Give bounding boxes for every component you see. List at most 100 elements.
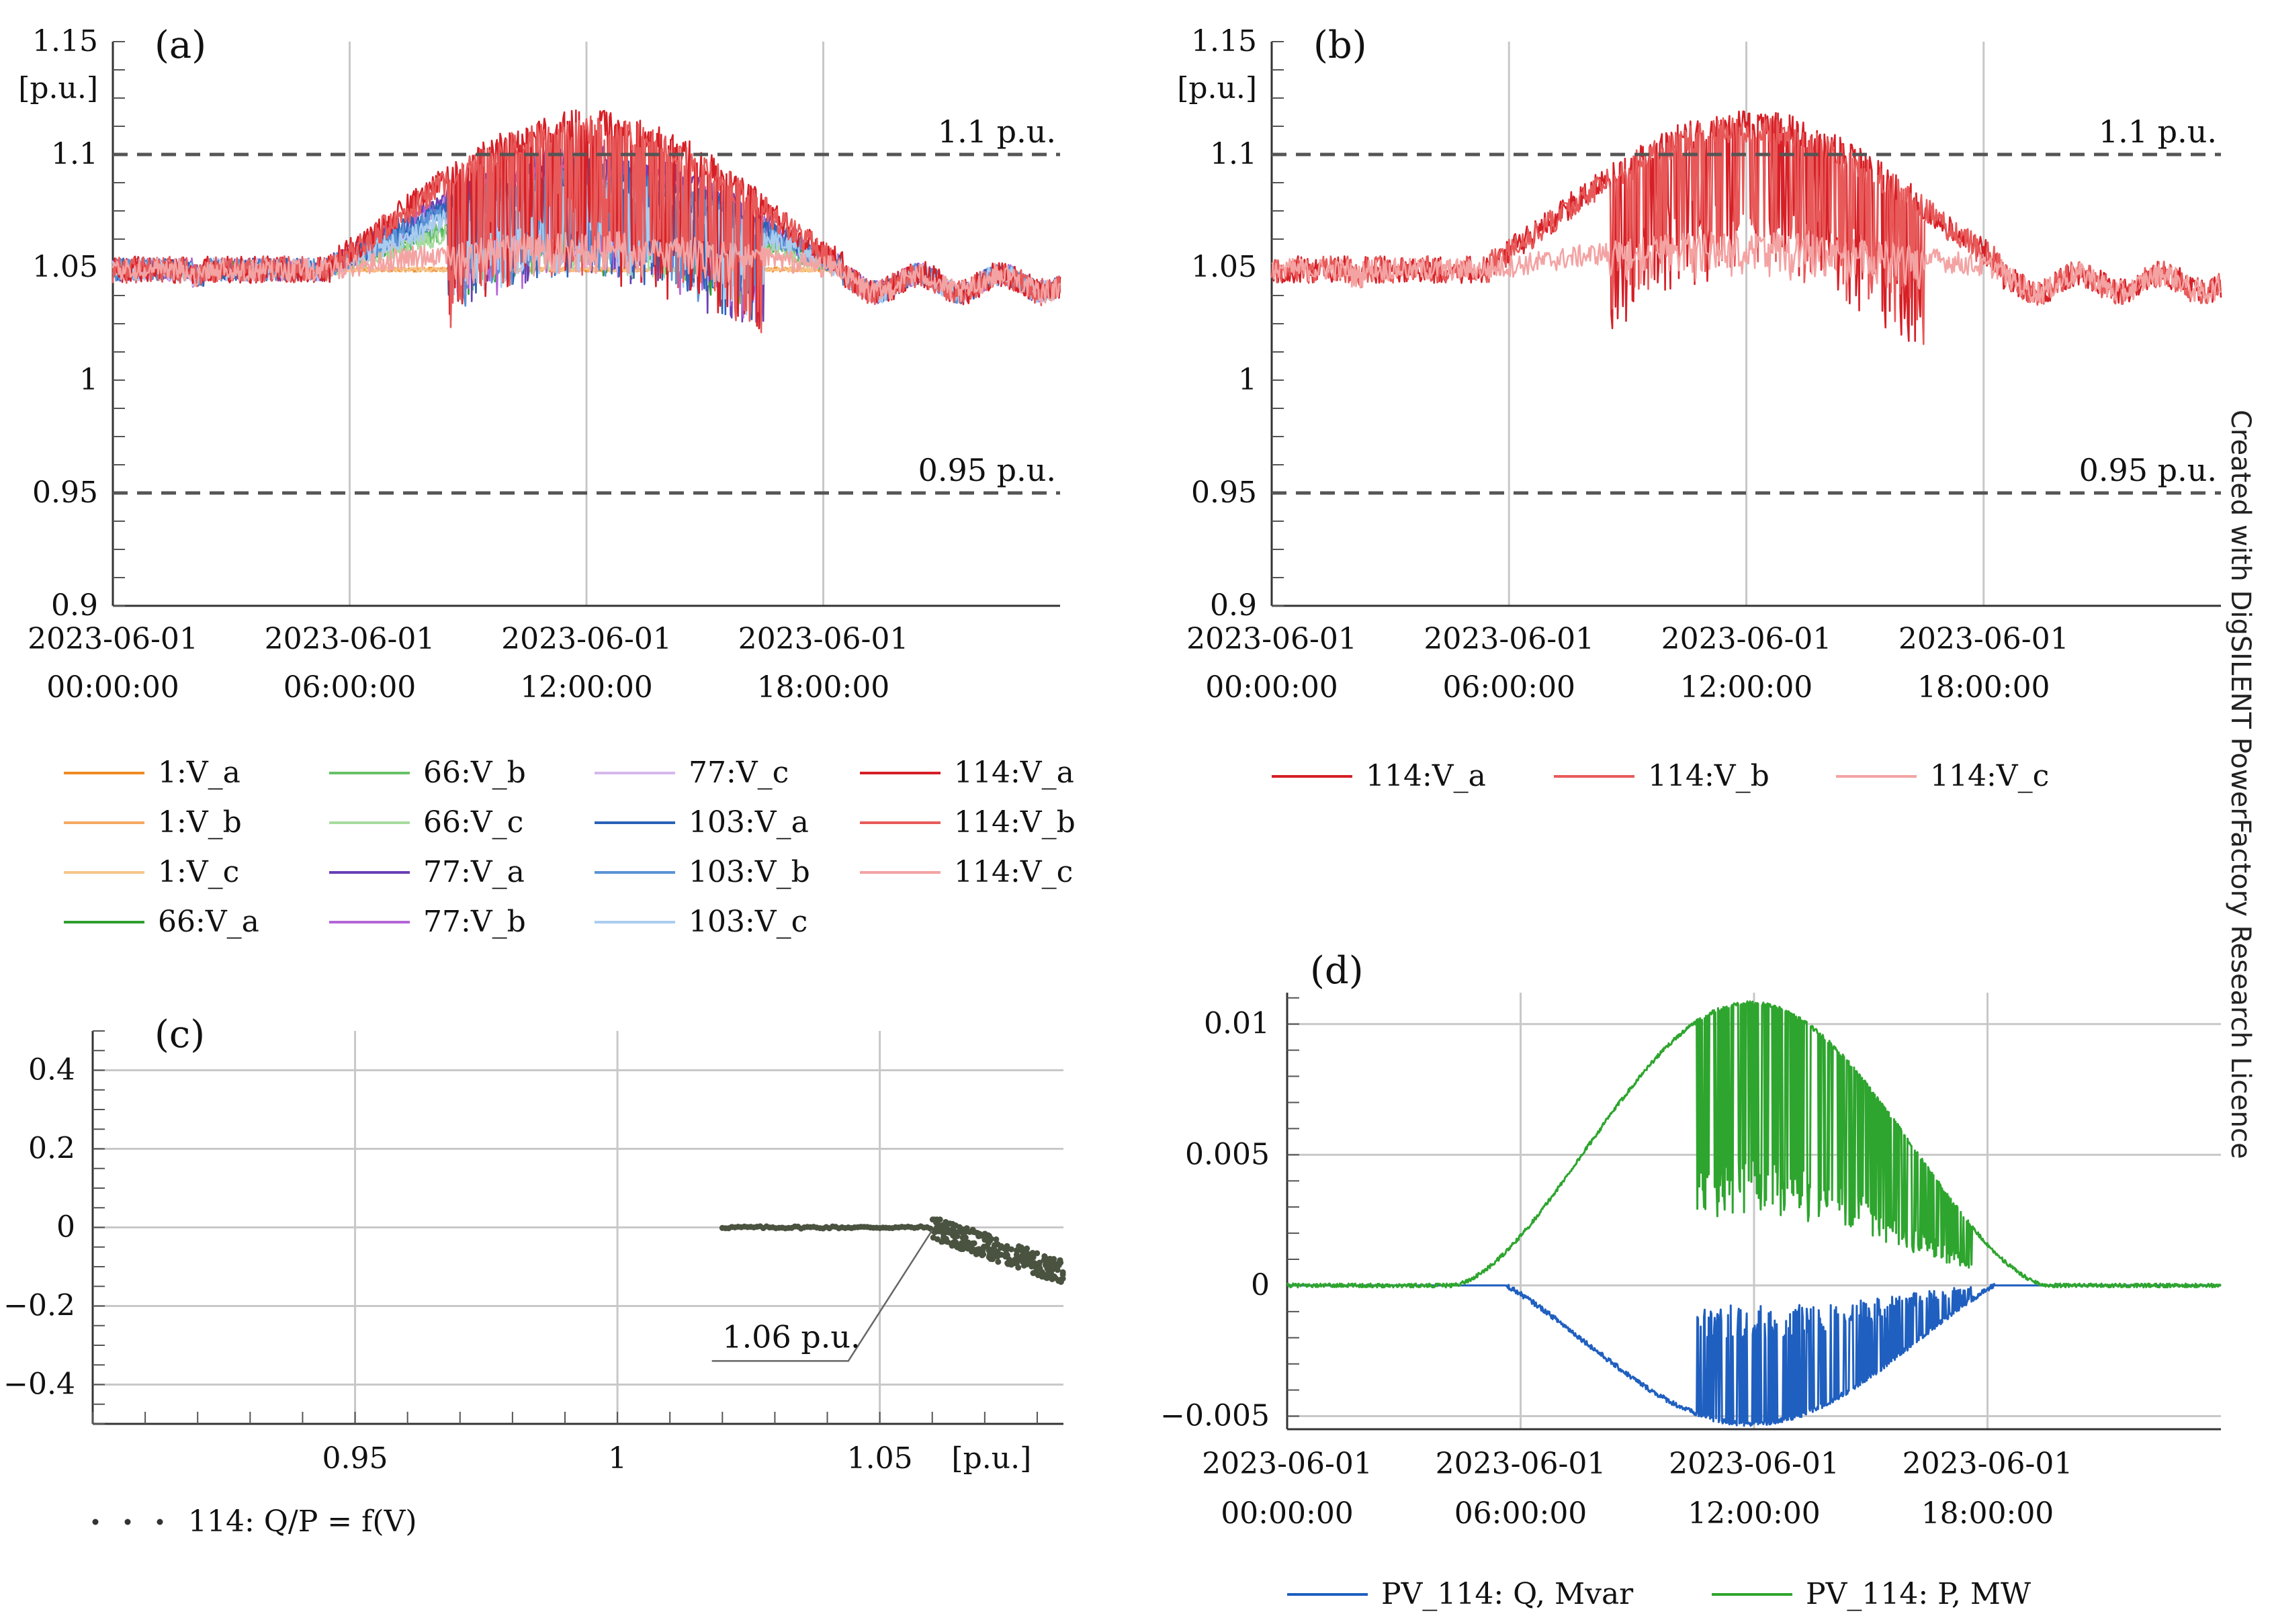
scatter-point — [1015, 1264, 1022, 1271]
scatter-point — [1022, 1259, 1029, 1266]
scatter-point — [1051, 1273, 1057, 1279]
x-unit-label: [p.u.] — [951, 1441, 1031, 1476]
x-tick-label: 1.05 — [847, 1441, 913, 1476]
legend-label: 103:V_b — [689, 855, 810, 889]
y-tick-label: 0.4 — [28, 1053, 75, 1087]
scatter-point — [944, 1238, 951, 1245]
legend-label: 66:V_c — [423, 805, 523, 840]
scatter-point — [949, 1220, 956, 1227]
x-tick-time-label: 12:00:00 — [1688, 1496, 1821, 1531]
y-tick-label: 0.005 — [1185, 1137, 1270, 1171]
scatter-point — [1057, 1276, 1063, 1283]
y-tick-label: 0.95 — [32, 476, 98, 510]
panel-label: (d) — [1310, 949, 1364, 993]
annotation-label: 1.06 p.u. — [722, 1318, 860, 1355]
scatter-point — [953, 1233, 959, 1240]
series-line-114:V_c — [112, 231, 1061, 304]
scatter-point — [1051, 1265, 1058, 1271]
legend-label: 114:V_b — [1648, 759, 1769, 793]
scatter-point — [969, 1240, 976, 1247]
x-tick-date-label: 2023-06-01 — [1903, 1447, 2073, 1481]
y-tick-label: −0.2 — [3, 1289, 75, 1323]
scatter-point — [943, 1218, 949, 1225]
x-tick-date-label: 2023-06-01 — [738, 622, 909, 656]
y-tick-label: 0.2 — [28, 1132, 75, 1166]
scatter-point — [943, 1224, 950, 1230]
scatter-point — [1024, 1245, 1031, 1252]
x-tick-label: 0.95 — [322, 1441, 388, 1476]
legend-label: 66:V_b — [423, 756, 526, 790]
scatter-point — [1036, 1259, 1043, 1266]
scatter-point — [998, 1251, 1004, 1258]
scatter-point — [961, 1238, 967, 1245]
y-tick-label: 0 — [56, 1210, 75, 1245]
scatter-point — [1059, 1269, 1066, 1275]
scatter-point — [1010, 1260, 1016, 1267]
scatter-point — [1033, 1266, 1040, 1273]
limit-label: 1.1 p.u. — [938, 114, 1056, 150]
x-tick-date-label: 2023-06-01 — [1661, 622, 1832, 656]
scatter-point — [987, 1252, 994, 1259]
scatter-point — [1041, 1273, 1048, 1279]
scatter-point — [965, 1245, 971, 1252]
x-tick-date-label: 2023-06-01 — [28, 622, 198, 656]
legend-label: 114: Q/P = f(V) — [188, 1504, 417, 1539]
annotation-leader — [711, 1229, 933, 1362]
y-unit-label: [p.u.] — [1177, 71, 1257, 105]
series-line-114:V_b — [112, 115, 1061, 334]
panel-b-voltage-bus-114: 2023-06-01 00:00:00 2023-06-01 06:00:00 2023… — [1177, 24, 2222, 793]
scatter-point — [1028, 1256, 1035, 1263]
scatter-point — [930, 1228, 937, 1234]
legend-label: 1:V_b — [158, 805, 242, 840]
legend-label: 114:V_a — [1366, 759, 1486, 793]
scatter-point — [949, 1243, 955, 1249]
scatter-point — [959, 1246, 966, 1253]
scatter-point — [934, 1224, 941, 1230]
x-tick-date-label: 2023-06-01 — [1898, 622, 2069, 656]
legend-label: 114:V_a — [954, 756, 1074, 790]
y-tick-label: 1.15 — [1191, 24, 1257, 58]
scatter-point — [933, 1216, 940, 1223]
x-tick-time-label: 18:00:00 — [757, 670, 890, 705]
y-tick-label: 0.9 — [51, 588, 98, 623]
scatter-point — [1035, 1272, 1041, 1279]
legend-marker — [157, 1519, 163, 1525]
scatter-point — [1041, 1253, 1048, 1259]
x-tick-time-label: 12:00:00 — [1680, 670, 1813, 705]
scatter-point — [943, 1229, 949, 1236]
panel-c-qv-characteristic: 0.95 1 1.05 −0.4 −0.2 0 0.2 0.4 [p.u.] 1.06 p.u. (… — [3, 1013, 1066, 1539]
scatter-point — [1048, 1261, 1055, 1267]
scatter-point — [1034, 1250, 1041, 1257]
legend-label: 1:V_c — [158, 855, 239, 889]
scatter-point — [986, 1247, 992, 1254]
scatter-point — [995, 1259, 1002, 1265]
x-tick-date-label: 2023-06-01 — [1186, 622, 1357, 656]
scatter-point — [966, 1228, 973, 1235]
scatter-point — [938, 1238, 945, 1245]
scatter-point — [979, 1252, 986, 1259]
scatter-point — [986, 1232, 992, 1239]
scatter-point — [1004, 1260, 1011, 1267]
x-tick-date-label: 2023-06-01 — [265, 622, 435, 656]
legend-label: 103:V_a — [689, 805, 809, 840]
y-tick-label: 1.1 — [1210, 137, 1257, 171]
x-tick-time-label: 12:00:00 — [520, 670, 653, 705]
scatter-point — [1013, 1247, 1020, 1254]
y-tick-label: 1 — [1238, 363, 1257, 397]
limit-label: 0.95 p.u. — [2079, 452, 2217, 488]
y-tick-label: 0.95 — [1191, 476, 1257, 510]
y-tick-label: 0.9 — [1210, 588, 1257, 623]
panel-d-pv-power: 2023-06-01 00:00:00 2023-06-01 06:00:00 2023… — [1160, 949, 2222, 1611]
legend-label: 77:V_a — [423, 855, 525, 889]
legend-label: 1:V_a — [158, 756, 241, 790]
scatter-point — [1057, 1257, 1063, 1263]
legend-marker — [124, 1519, 131, 1525]
y-tick-label: 1 — [79, 363, 98, 397]
x-tick-label: 1 — [608, 1441, 627, 1476]
y-tick-label: 1.15 — [32, 24, 98, 58]
scatter-point — [993, 1236, 1000, 1243]
panel-a-voltage-all-buses: 2023-06-01 00:00:00 2023-06-01 06:00:00 2023… — [18, 24, 1076, 939]
scatter-point — [960, 1230, 967, 1237]
scatter-point — [1029, 1263, 1035, 1269]
